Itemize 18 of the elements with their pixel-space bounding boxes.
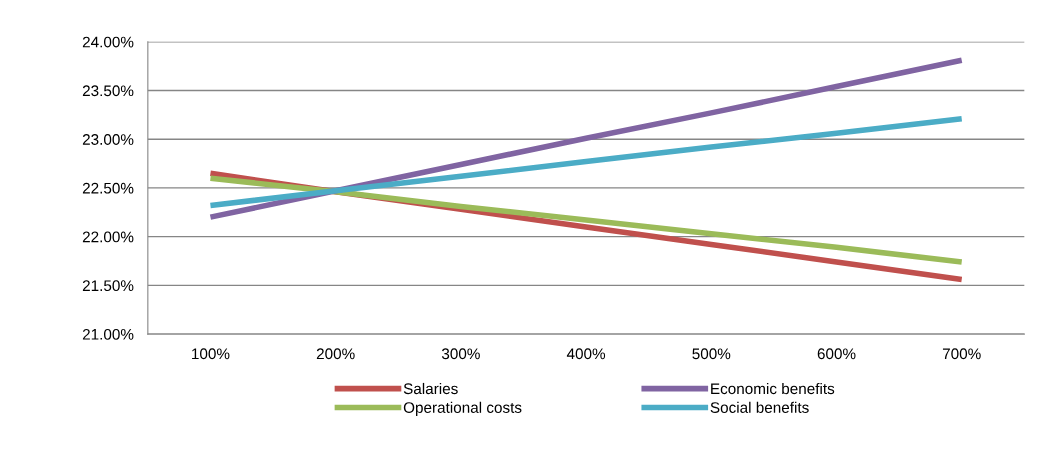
x-tick-label: 300% [441, 348, 480, 360]
legend-label: Salaries [403, 382, 458, 395]
x-tick-label: 600% [817, 348, 856, 360]
x-tick-label: 100% [192, 348, 230, 360]
y-tick-label: 24.00% [82, 36, 134, 48]
y-tick-label: 23.50% [82, 85, 134, 97]
legend-label: Operational costs [403, 401, 522, 416]
x-tick-label: 500% [692, 348, 731, 360]
y-tick-label: 23.00% [82, 134, 134, 145]
legend-label: Social benefits [710, 401, 809, 413]
y-tick-label: 21.50% [82, 280, 134, 292]
y-tick-label: 21.00% [82, 328, 134, 340]
y-tick-label: 22.50% [82, 182, 134, 194]
legend-label: Economic benefits [711, 382, 835, 395]
x-tick-label: 400% [566, 348, 606, 360]
x-tick-label: 700% [942, 348, 981, 360]
x-tick-label: 200% [316, 348, 355, 360]
y-tick-label: 22.00% [82, 231, 134, 243]
